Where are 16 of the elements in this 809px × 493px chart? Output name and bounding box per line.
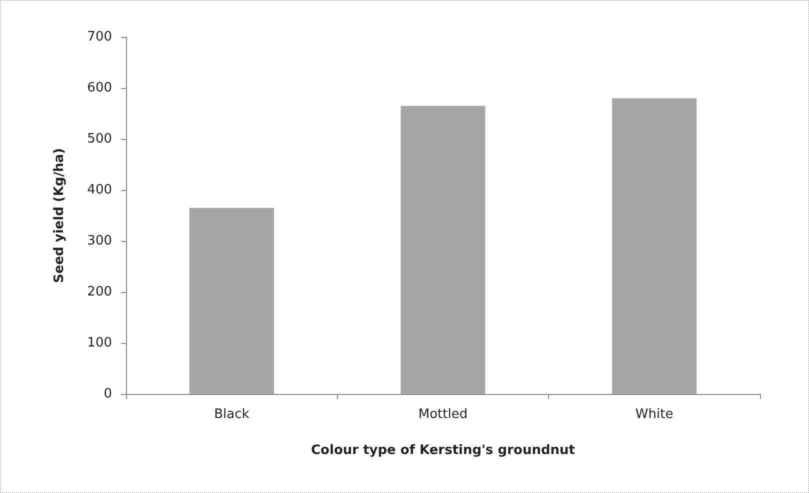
x-tick-label: White — [635, 407, 674, 422]
y-tick-label: 500 — [87, 132, 112, 146]
y-axis-title: Seed yield (Kg/ha) — [52, 148, 67, 283]
y-tick-label: 300 — [87, 234, 112, 248]
x-tick-label: Mottled — [418, 407, 468, 422]
x-tick-label: Black — [214, 407, 250, 422]
bar — [189, 208, 274, 394]
bar — [612, 98, 697, 394]
y-tick-label: 700 — [87, 30, 112, 44]
y-tick-label: 400 — [87, 182, 112, 198]
bar — [400, 106, 486, 394]
y-tick-label: 200 — [87, 284, 112, 300]
y-tick-label: 0 — [104, 386, 112, 402]
y-tick-label: 100 — [87, 336, 112, 350]
y-tick-label: 600 — [87, 80, 112, 96]
x-axis-title: Colour type of Kersting's groundnut — [311, 443, 575, 458]
